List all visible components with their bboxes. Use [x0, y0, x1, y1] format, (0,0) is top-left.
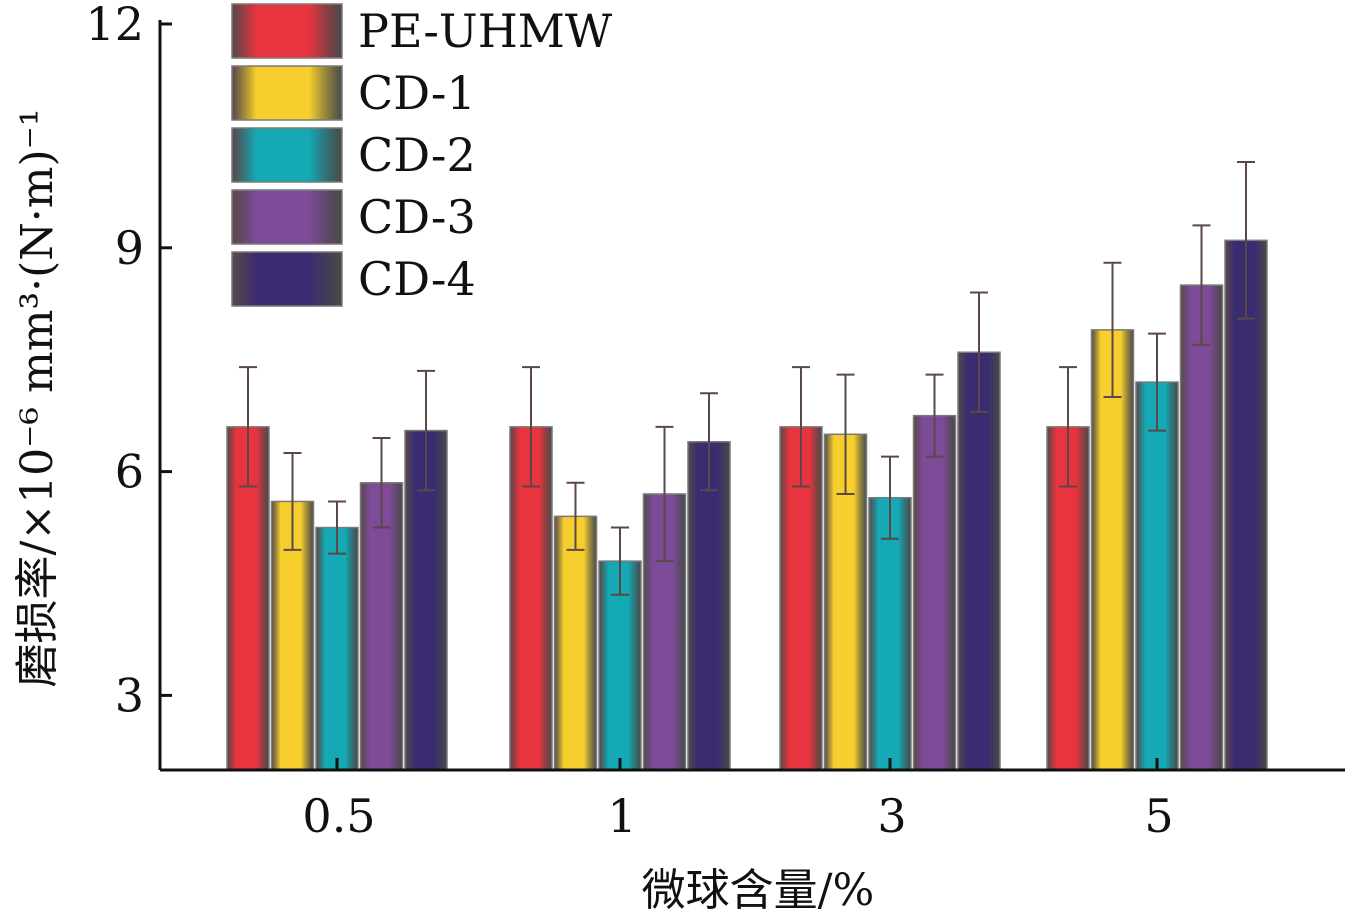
- legend: PE-UHMW CD-1 CD-2 CD-3 CD-4: [231, 3, 613, 307]
- legend-swatch-cd-2: [231, 127, 343, 183]
- axes-layer: 3 6 9 12 0.5 1 3 5: [85, 0, 1345, 843]
- legend-swatch-pe-uhmw: [231, 3, 343, 59]
- bar-cd-3-5: [1179, 284, 1224, 771]
- y-axis-title: 磨损率/×10⁻⁶ mm³·(N·m)⁻¹: [12, 108, 63, 687]
- x-tick-label-5: 5: [1144, 789, 1173, 843]
- y-tick-label-6: 6: [115, 445, 144, 499]
- legend-swatch-cd-3: [231, 189, 343, 245]
- bar-cd-2-0-5: [315, 526, 359, 771]
- legend-swatch-cd-1: [231, 65, 343, 121]
- bar-cd-2-1: [598, 560, 642, 771]
- legend-label-cd-2: CD-2: [358, 128, 476, 182]
- bar-cd-4-3: [957, 351, 1001, 771]
- bar-cd-2-5: [1135, 381, 1179, 771]
- bar-cd-3-3: [912, 414, 957, 771]
- y-tick-label-3: 3: [115, 668, 144, 722]
- bar-cd-4-5: [1224, 239, 1268, 771]
- x-axis-title: 微球含量/%: [642, 865, 875, 916]
- x-tick-label-3: 3: [877, 789, 906, 843]
- legend-label-pe-uhmw: PE-UHMW: [358, 4, 613, 58]
- bars-layer: [226, 161, 1268, 771]
- bar-cd-1-5: [1090, 329, 1135, 771]
- y-tick-label-9: 9: [115, 221, 144, 275]
- y-tick-label-12: 12: [85, 0, 144, 51]
- legend-label-cd-3: CD-3: [358, 190, 476, 244]
- legend-swatch-cd-4: [231, 251, 343, 307]
- x-tick-label-1: 1: [607, 789, 636, 843]
- legend-label-cd-1: CD-1: [358, 66, 476, 120]
- bar-pe-uhmw-5: [1046, 426, 1090, 771]
- legend-label-cd-4: CD-4: [358, 252, 476, 306]
- bar-cd-1-1: [553, 515, 598, 771]
- x-tick-label-0-5: 0.5: [302, 789, 375, 843]
